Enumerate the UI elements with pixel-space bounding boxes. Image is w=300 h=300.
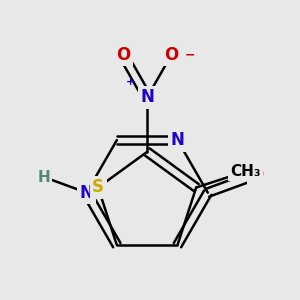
Text: CH₃: CH₃ <box>230 164 260 179</box>
Text: −: − <box>184 48 195 62</box>
Text: O: O <box>164 46 178 64</box>
Text: N: N <box>170 131 184 149</box>
Text: O: O <box>116 46 130 64</box>
Text: O: O <box>249 166 263 184</box>
Text: +: + <box>126 77 135 87</box>
Text: S: S <box>92 178 104 196</box>
Text: H: H <box>38 169 50 184</box>
Text: N: N <box>140 88 154 106</box>
Text: N: N <box>80 184 94 202</box>
